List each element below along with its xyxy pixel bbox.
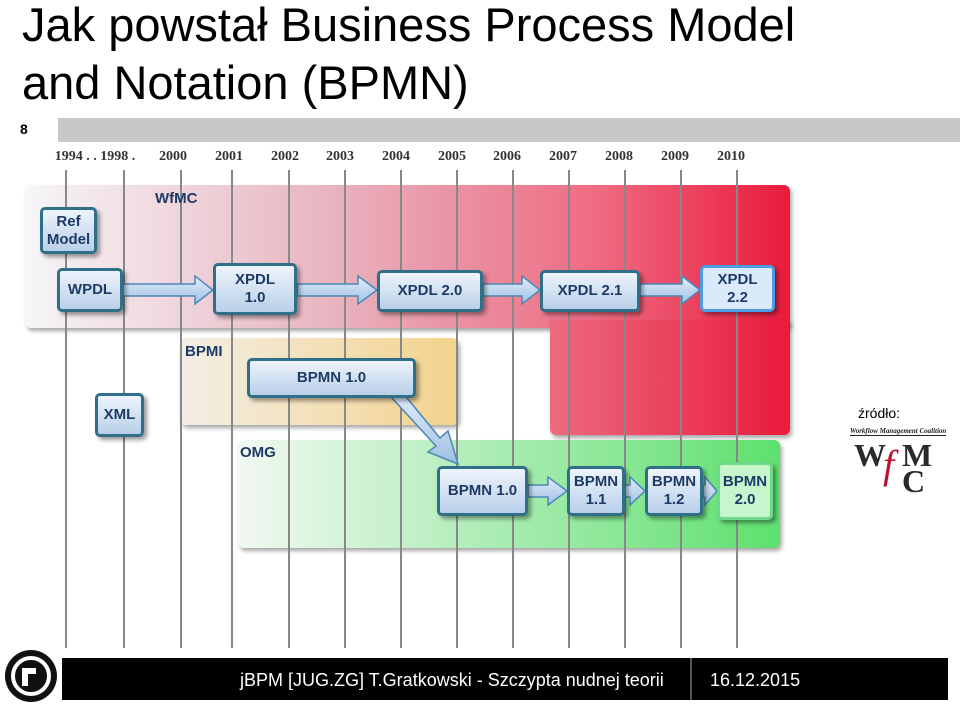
timeline-line <box>344 170 346 648</box>
node-label: XPDL <box>234 271 275 288</box>
year-label: 2001 <box>215 149 243 164</box>
node-label: XML <box>103 406 136 423</box>
slide-number: 8 <box>20 121 28 137</box>
logo-shape <box>22 668 36 686</box>
year-label: 2003 <box>326 149 354 164</box>
header-bar <box>58 118 960 142</box>
group-wfmc-extension <box>550 320 790 435</box>
timeline-line <box>680 170 682 648</box>
arrow <box>527 475 569 507</box>
year-label: 2010 <box>717 149 745 164</box>
year-label: 2008 <box>605 149 633 164</box>
node: XPDL 2.2 <box>700 265 775 312</box>
year-label: 2000 <box>159 149 187 164</box>
logo-letter: f <box>883 442 895 487</box>
node-label: BPMN 1.0 <box>296 369 367 386</box>
arrow <box>702 474 718 508</box>
logo-ring <box>11 656 51 696</box>
node-label: BPMN <box>573 473 619 490</box>
node-label: Ref <box>56 212 81 230</box>
arrow <box>296 274 379 306</box>
logo-letter: M <box>902 437 933 473</box>
timeline-line <box>400 170 402 648</box>
year-label: 2006 <box>493 149 521 164</box>
year-label: 1994 . . 1998 . <box>54 149 136 164</box>
timeline-line <box>456 170 458 648</box>
node-label: BPMN <box>651 473 697 490</box>
timeline-line <box>568 170 570 648</box>
timeline-line <box>512 170 514 648</box>
year-label: 2002 <box>271 149 299 164</box>
footer-divider <box>690 658 692 700</box>
node-label: 1.1 <box>585 491 607 508</box>
node: XML <box>95 393 144 437</box>
timeline-line <box>65 170 67 648</box>
year-label: 2004 <box>382 149 410 164</box>
node: BPMN 1.0 <box>437 466 528 516</box>
node-label: BPMN <box>722 473 768 490</box>
node-label: 2.2 <box>727 288 748 306</box>
arrow-group <box>122 274 718 508</box>
node: BPMN 2.0 <box>717 462 773 520</box>
footer-bar <box>62 658 948 700</box>
source-label: źródło: <box>858 405 901 421</box>
arrow <box>122 274 215 306</box>
node-label: BPMN 1.0 <box>447 482 518 499</box>
year-label: 2005 <box>438 149 466 164</box>
arrow <box>482 274 542 306</box>
timeline-line <box>231 170 233 648</box>
footer-text: jBPM [JUG.ZG] T.Gratkowski - Szczypta nu… <box>240 670 664 690</box>
arrow <box>624 475 647 507</box>
node: XPDL 2.0 <box>377 270 483 312</box>
node-label: 2.0 <box>734 491 756 508</box>
group-label: BPMI <box>185 343 223 360</box>
node: Ref Model <box>40 207 97 254</box>
year-label: 2009 <box>661 149 689 164</box>
group-label: OMG <box>240 444 276 461</box>
node: BPMN 1.1 <box>567 466 625 516</box>
logo-caption: Workflow Management Coalition <box>850 427 947 436</box>
timeline-line <box>736 170 738 648</box>
node-label: XPDL 2.0 <box>397 282 463 299</box>
node: BPMN 1.0 <box>247 358 416 398</box>
timeline-line <box>624 170 626 648</box>
group-label: WfMC <box>155 190 198 207</box>
node-label: WPDL <box>67 281 113 298</box>
node-label: XPDL 2.1 <box>557 282 623 299</box>
timeline-line <box>180 170 182 648</box>
footer-date: 16.12.2015 <box>710 670 801 690</box>
arrow <box>639 274 702 306</box>
node: WPDL <box>57 268 123 312</box>
wfmc-logo: Workflow Management Coalition W f M C <box>850 427 947 499</box>
year-label: 2007 <box>549 149 577 164</box>
node-label: 1.2 <box>663 491 685 508</box>
footer-logo <box>5 650 57 702</box>
title-line: and Notation (BPMN) <box>22 56 469 109</box>
logo-letter: C <box>902 463 926 499</box>
logo-letter: W <box>854 437 886 473</box>
arrow <box>390 391 460 466</box>
node-label: Model <box>46 230 91 248</box>
node: XPDL 2.1 <box>540 270 640 312</box>
node-label: 1.0 <box>244 289 266 306</box>
title-line: Jak powstał Business Process Model <box>22 0 796 51</box>
timeline-line <box>288 170 290 648</box>
node: BPMN 1.2 <box>645 466 703 516</box>
node: XPDL 1.0 <box>213 263 297 315</box>
node-label: XPDL <box>717 270 758 288</box>
